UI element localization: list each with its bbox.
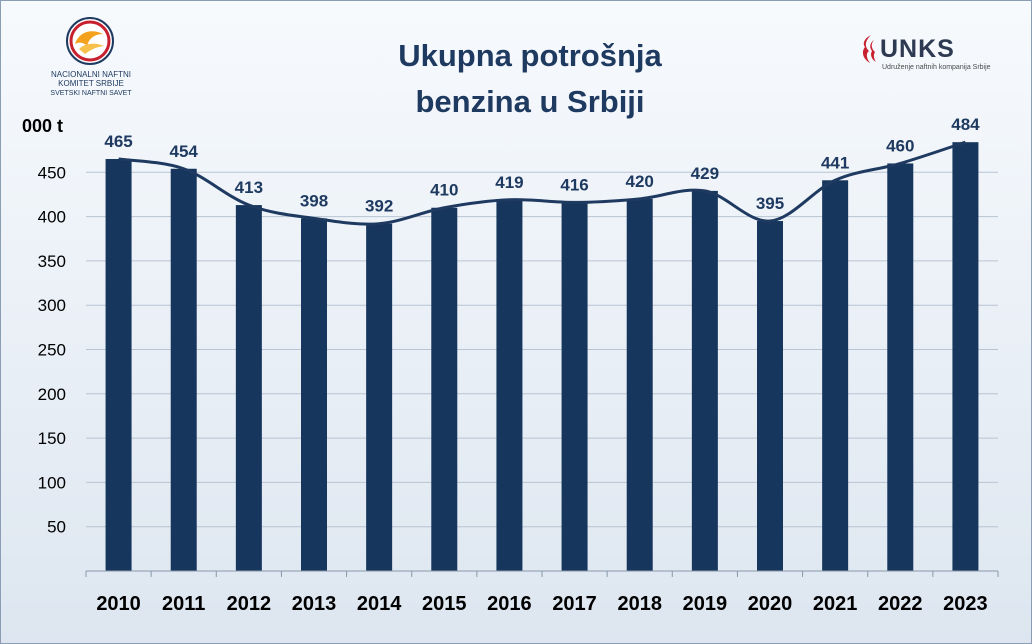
bar bbox=[235, 205, 262, 571]
data-label: 429 bbox=[691, 164, 719, 183]
nnks-logo-line2: KOMITET SRBIJE bbox=[58, 79, 124, 88]
nnks-emblem-icon bbox=[66, 17, 114, 65]
data-labels: 465 454 413 398 392 410 419 416 420 429 395 441 460 4… bbox=[104, 115, 980, 216]
data-label: 416 bbox=[560, 175, 588, 194]
data-label: 454 bbox=[170, 142, 199, 161]
data-label: 460 bbox=[886, 136, 914, 155]
data-label: 484 bbox=[951, 115, 980, 134]
y-axis-ticks: 50 100 150 200 250 300 350 400 450 bbox=[38, 163, 66, 536]
y-tick-label: 300 bbox=[38, 296, 66, 315]
gridlines bbox=[86, 171, 998, 528]
bar bbox=[301, 218, 327, 571]
x-tick-label: 2014 bbox=[357, 593, 402, 615]
x-tick-label: 2021 bbox=[813, 593, 858, 615]
unks-logo: UNKS Udruženje naftnih kompanija Srbije bbox=[860, 34, 991, 78]
unks-subtitle: Udruženje naftnih kompanija Srbije bbox=[882, 64, 991, 71]
data-label: 398 bbox=[300, 191, 328, 210]
bar bbox=[105, 159, 132, 571]
bar bbox=[822, 180, 849, 572]
y-tick-label: 50 bbox=[47, 518, 66, 537]
bars bbox=[105, 142, 979, 572]
y-axis-unit-label: 000 t bbox=[22, 116, 64, 136]
x-tick-label: 2015 bbox=[422, 593, 467, 615]
x-tick-label: 2018 bbox=[617, 593, 662, 615]
trend-line-path bbox=[118, 140, 966, 226]
x-tick-label: 2023 bbox=[943, 593, 988, 615]
bar bbox=[757, 221, 783, 571]
unks-flame-icon bbox=[862, 35, 876, 63]
bar bbox=[170, 168, 197, 572]
bar bbox=[952, 142, 979, 571]
y-tick-label: 450 bbox=[38, 163, 66, 182]
data-label: 413 bbox=[235, 178, 263, 197]
data-label: 419 bbox=[495, 173, 523, 192]
x-tick-label: 2022 bbox=[878, 593, 923, 615]
bar bbox=[431, 207, 458, 572]
data-label: 420 bbox=[626, 172, 654, 191]
x-tick-label: 2011 bbox=[162, 593, 205, 615]
chart-title-line2: benzina u Srbiji bbox=[415, 84, 645, 119]
y-tick-label: 100 bbox=[38, 473, 66, 492]
x-tick-label: 2017 bbox=[552, 593, 597, 615]
data-label: 465 bbox=[104, 132, 132, 151]
x-tick-label: 2010 bbox=[96, 593, 141, 615]
bar bbox=[887, 163, 914, 571]
x-axis bbox=[85, 570, 999, 577]
y-tick-label: 150 bbox=[38, 429, 66, 448]
nnks-logo-line3: SVETSKI NAFTNI SAVET bbox=[50, 90, 132, 97]
bar bbox=[496, 199, 523, 572]
bar bbox=[626, 198, 653, 571]
y-tick-label: 350 bbox=[38, 252, 66, 271]
x-tick-label: 2013 bbox=[292, 593, 337, 615]
data-label: 395 bbox=[756, 194, 784, 213]
bar bbox=[366, 223, 393, 572]
y-tick-label: 400 bbox=[38, 208, 66, 227]
bar bbox=[691, 190, 718, 571]
chart-title-line1: Ukupna potrošnja bbox=[398, 38, 662, 73]
data-label: 410 bbox=[430, 181, 458, 200]
nnks-logo: NACIONALNI NAFTNI KOMITET SRBIJE SVETSKI… bbox=[46, 16, 136, 106]
x-tick-label: 2012 bbox=[227, 593, 272, 615]
unks-name: UNKS bbox=[880, 35, 955, 63]
y-tick-label: 250 bbox=[38, 341, 66, 360]
bar bbox=[561, 202, 588, 571]
x-axis-ticks: 2010 2011 2012 2013 2014 2015 2016 2017 2018 2019… bbox=[96, 593, 987, 615]
x-tick-label: 2019 bbox=[683, 593, 728, 615]
data-label: 392 bbox=[365, 197, 393, 216]
x-tick-label: 2016 bbox=[487, 593, 532, 615]
y-tick-label: 200 bbox=[38, 385, 66, 404]
data-label: 441 bbox=[821, 153, 849, 172]
trend-line bbox=[118, 140, 966, 226]
nnks-logo-line1: NACIONALNI NAFTNI bbox=[50, 70, 131, 79]
x-tick-label: 2020 bbox=[748, 593, 793, 615]
